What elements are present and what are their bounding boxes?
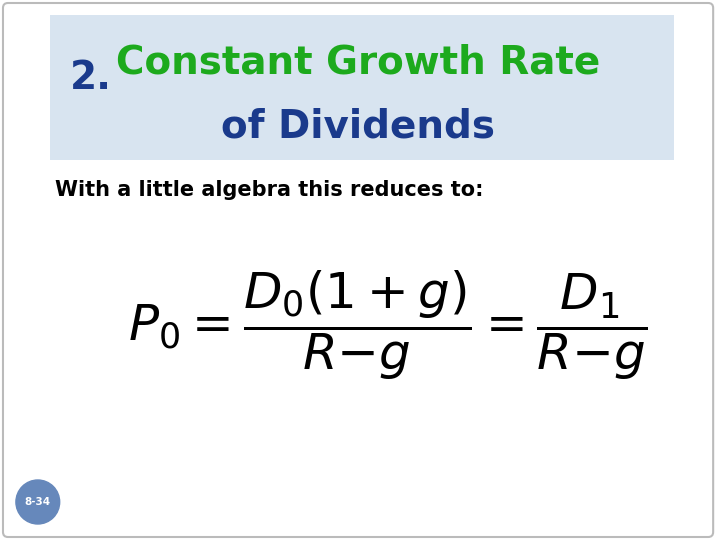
Text: Constant Growth Rate: Constant Growth Rate (116, 43, 600, 81)
FancyBboxPatch shape (50, 15, 675, 160)
Text: With a little algebra this reduces to:: With a little algebra this reduces to: (55, 180, 483, 200)
FancyBboxPatch shape (3, 3, 714, 537)
Text: $P_0 = \dfrac{D_0(1+g)}{R\mathrm{-}g} = \dfrac{D_1}{R\mathrm{-}g}$: $P_0 = \dfrac{D_0(1+g)}{R\mathrm{-}g} = … (128, 268, 647, 382)
Circle shape (16, 480, 60, 524)
Text: 8-34: 8-34 (24, 497, 51, 507)
Text: of Dividends: of Dividends (221, 108, 495, 146)
Text: 2.: 2. (70, 59, 112, 97)
